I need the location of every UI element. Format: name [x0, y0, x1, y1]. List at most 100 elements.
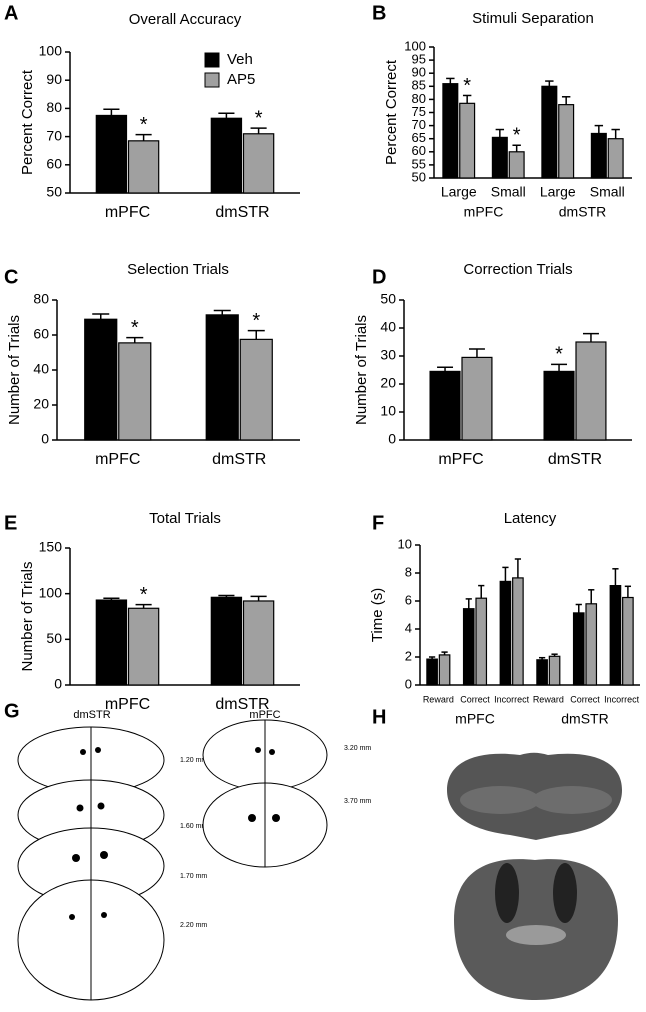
y-tick-label: 100 — [39, 43, 63, 59]
bar — [429, 370, 461, 441]
panel-letter: E — [4, 512, 17, 534]
y-tick-label: 60 — [46, 156, 62, 172]
bar — [609, 584, 622, 686]
significance-marker: * — [140, 584, 148, 606]
panel-letter: A — [4, 2, 18, 24]
legend-swatch — [204, 72, 220, 88]
significance-marker: * — [131, 317, 139, 339]
y-tick-label: 80 — [33, 291, 49, 307]
y-tick-label: 10 — [398, 536, 412, 551]
atlas-sections — [17, 719, 328, 1001]
x-tick-label: Small — [491, 184, 526, 200]
atlas-level: 3.70 mm — [344, 798, 371, 805]
chart-title: Stimuli Separation — [472, 10, 594, 27]
bar — [572, 612, 585, 686]
atlas-level: 1.60 mm — [180, 823, 207, 830]
y-tick-label: 0 — [388, 431, 396, 447]
x-tick-label: Correct — [460, 694, 490, 704]
panel-letter: H — [372, 706, 386, 728]
bar — [499, 580, 512, 686]
y-tick-label: 8 — [405, 564, 412, 579]
bar — [512, 577, 524, 686]
y-tick-label: 65 — [412, 130, 426, 145]
x-tick-label: dmSTR — [215, 696, 269, 713]
y-tick-label: 70 — [46, 127, 62, 143]
y-tick-label: 85 — [412, 78, 426, 93]
y-tick-label: 40 — [33, 361, 49, 377]
y-tick-label: 90 — [412, 65, 426, 80]
bar — [607, 138, 624, 179]
bar — [442, 83, 459, 179]
group-label: dmSTR — [561, 711, 608, 727]
x-tick-label: Reward — [533, 694, 564, 704]
x-tick-label: Correct — [570, 694, 600, 704]
y-tick-label: 150 — [39, 539, 63, 555]
bar — [459, 102, 476, 179]
y-tick-label: 95 — [412, 52, 426, 67]
y-tick-label: 6 — [405, 592, 412, 607]
panel-letter: C — [4, 266, 18, 288]
y-tick-label: 2 — [405, 648, 412, 663]
panel-letter: B — [372, 2, 386, 24]
bar — [541, 85, 558, 179]
y-tick-label: 80 — [46, 99, 62, 115]
bar — [242, 600, 275, 686]
x-tick-label: mPFC — [438, 451, 483, 468]
y-tick-label: 50 — [412, 169, 426, 184]
y-tick-label: 30 — [380, 347, 396, 363]
atlas-title: dmSTR — [73, 709, 110, 721]
bar — [558, 104, 575, 179]
y-axis-label: Percent Correct — [19, 69, 36, 175]
bar — [438, 654, 451, 686]
legend-label: AP5 — [227, 71, 255, 88]
x-tick-label: Incorrect — [494, 694, 530, 704]
y-tick-label: 0 — [41, 431, 49, 447]
significance-marker: * — [513, 125, 521, 147]
bar — [95, 599, 128, 686]
y-axis-label: Number of Trials — [353, 315, 370, 425]
panel-letter: F — [372, 512, 384, 534]
bar — [239, 338, 273, 441]
bar — [548, 655, 561, 686]
panel-letter: D — [372, 266, 386, 288]
y-tick-label: 50 — [46, 630, 62, 646]
bar — [461, 356, 493, 441]
bar — [622, 596, 634, 686]
group-label: mPFC — [455, 711, 495, 727]
x-tick-label: Large — [441, 184, 477, 200]
atlas-level: 1.70 mm — [180, 873, 207, 880]
bar — [462, 608, 475, 686]
atlas-level: 2.20 mm — [180, 922, 207, 929]
y-axis-label: Number of Trials — [19, 561, 36, 671]
x-tick-label: mPFC — [105, 204, 150, 221]
x-tick-label: dmSTR — [215, 204, 269, 221]
y-tick-label: 50 — [380, 291, 396, 307]
y-tick-label: 90 — [46, 71, 62, 87]
y-tick-label: 100 — [404, 38, 426, 53]
bar — [118, 342, 152, 441]
bar — [536, 659, 548, 686]
brain-photo — [447, 752, 622, 1000]
x-tick-label: Large — [540, 184, 576, 200]
significance-marker: * — [555, 344, 563, 366]
x-tick-label: dmSTR — [212, 451, 266, 468]
chart-title: Selection Trials — [127, 261, 229, 278]
y-tick-label: 50 — [46, 184, 62, 200]
bar — [242, 133, 275, 194]
chart-title: Overall Accuracy — [129, 11, 242, 28]
y-tick-label: 10 — [380, 403, 396, 419]
significance-marker: * — [252, 310, 260, 332]
chart-title: Latency — [504, 510, 557, 527]
x-tick-label: Reward — [423, 694, 454, 704]
bar — [426, 658, 438, 686]
group-label: dmSTR — [559, 204, 606, 220]
bar — [127, 140, 160, 194]
legend-swatch — [204, 52, 220, 68]
bar — [543, 370, 575, 441]
bar — [475, 597, 488, 686]
legend-label: Veh — [227, 51, 253, 68]
y-tick-label: 0 — [405, 676, 412, 691]
atlas-level: 1.20 mm — [180, 757, 207, 764]
y-tick-label: 100 — [39, 584, 63, 600]
